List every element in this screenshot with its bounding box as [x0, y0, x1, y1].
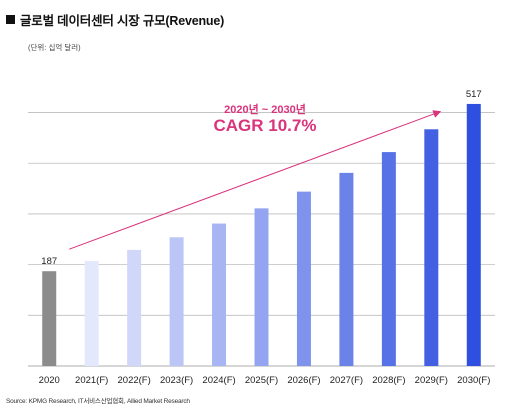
bar-2025(F) [254, 208, 269, 366]
x-tick-label: 2021(F) [75, 375, 108, 386]
bar-2020 [42, 271, 57, 366]
trend-arrow-line [69, 110, 442, 250]
x-tick-label: 2022(F) [118, 375, 151, 386]
data-label: 187 [41, 256, 57, 267]
x-tick-label: 2026(F) [287, 375, 320, 386]
x-tick-label: 2020 [39, 375, 60, 386]
bar-2027(F) [339, 172, 354, 366]
x-tick-label: 2030(F) [457, 375, 490, 386]
x-tick-label: 2029(F) [415, 375, 448, 386]
cagr-value-label: CAGR 10.7% [213, 116, 317, 135]
bar-2022(F) [127, 249, 142, 366]
trend-arrow [69, 110, 442, 250]
bar-2021(F) [84, 261, 99, 366]
unit-note: (단위: 십억 달러) [28, 43, 81, 52]
bar-2026(F) [296, 191, 311, 366]
bar-2028(F) [381, 152, 396, 366]
x-tick-label: 2027(F) [330, 375, 363, 386]
bar-2023(F) [169, 237, 184, 366]
bar-2030(F) [466, 103, 481, 367]
x-tick-label: 2028(F) [372, 375, 405, 386]
bar-2024(F) [212, 223, 227, 366]
data-label: 517 [466, 89, 482, 100]
x-tick-label: 2025(F) [245, 375, 278, 386]
title-row: 글로벌 데이터센터 시장 규모(Revenue) [6, 10, 224, 29]
x-tick-labels: 2020 2021(F) 2022(F) 2023(F) 2024(F) 2025(F) 2… [39, 375, 491, 386]
chart-title: 글로벌 데이터센터 시장 규모(Revenue) [20, 14, 225, 28]
cagr-period-label: 2020년 ~ 2030년 [224, 104, 306, 116]
x-tick-label: 2023(F) [160, 375, 193, 386]
bars [42, 103, 481, 367]
title-bullet-icon [6, 15, 15, 24]
x-tick-label: 2024(F) [202, 375, 235, 386]
source-note: Source: KPMG Research, IT서비스산업협회, Allied… [6, 398, 190, 405]
bar-2029(F) [424, 129, 439, 366]
data-labels: 187 517 [41, 89, 481, 267]
